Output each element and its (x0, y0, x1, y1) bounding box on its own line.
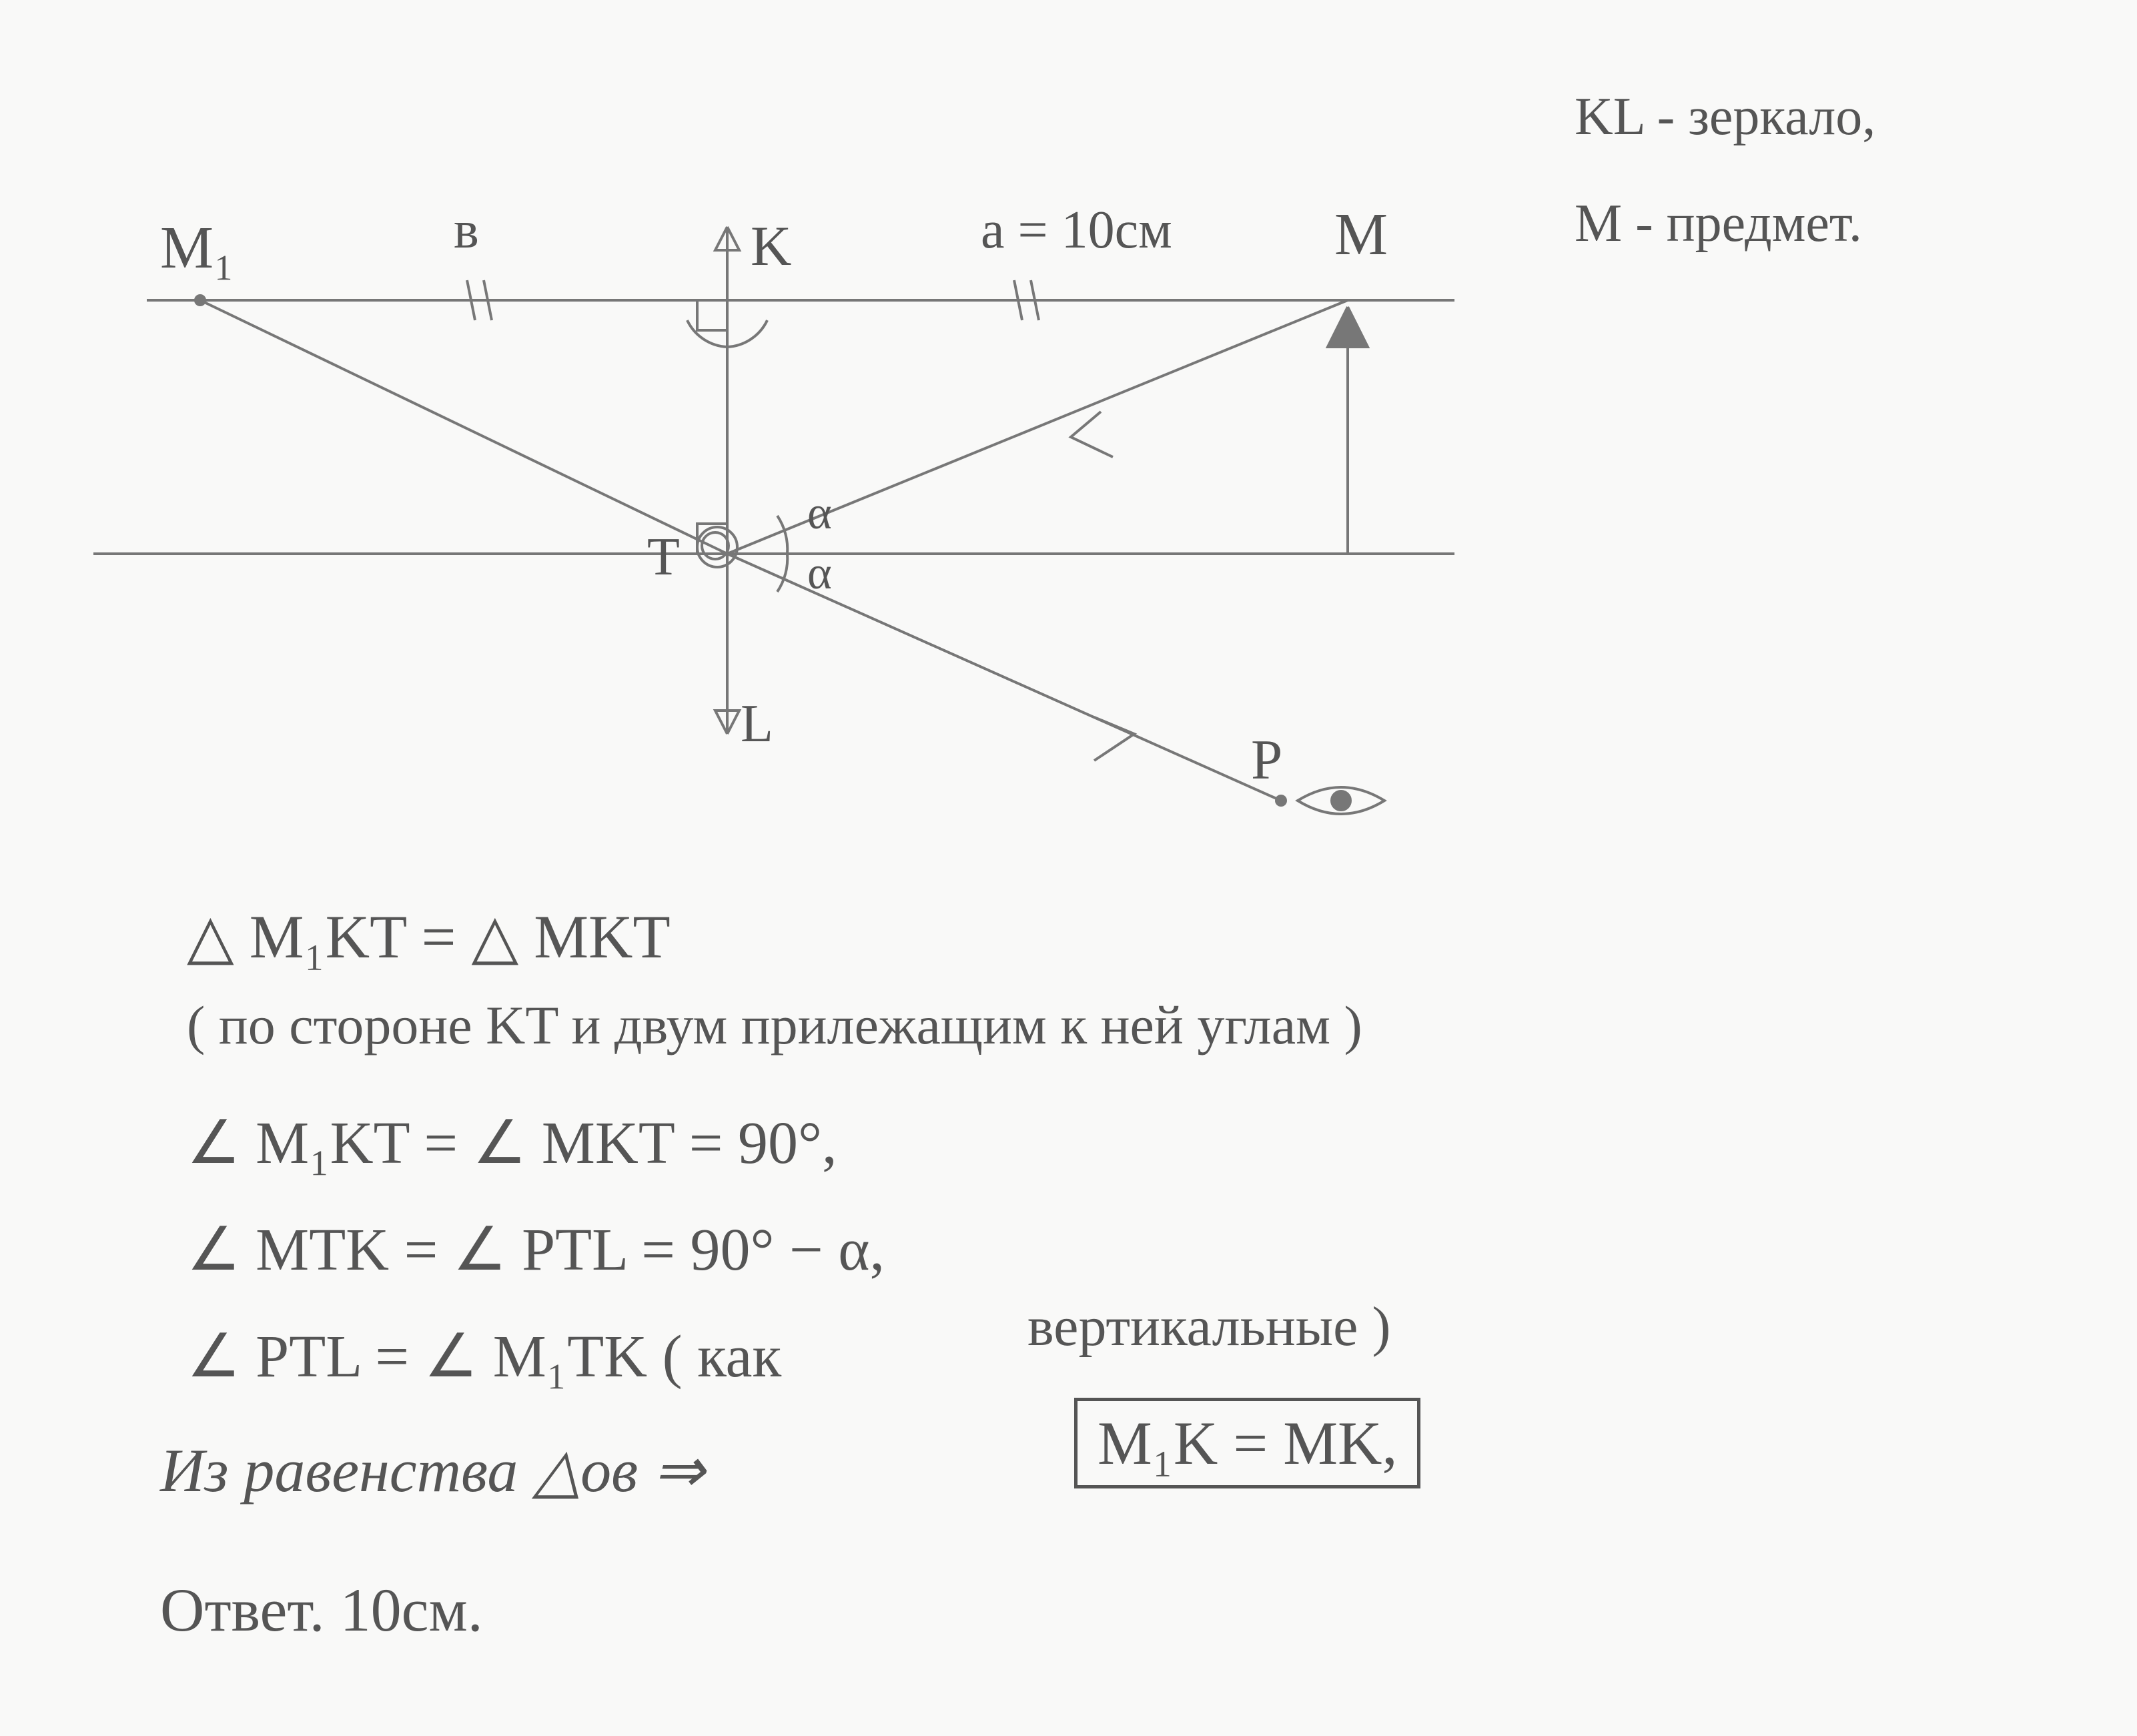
label-alpha2: α (807, 547, 832, 600)
proof-line1: △ M₁KT = △ MKT (187, 901, 671, 972)
page-root: { "legend": { "line1": "KL - зеркало,", … (0, 0, 2137, 1736)
label-p: P (1251, 727, 1282, 793)
proof-line5a: ∠ PTL = ∠ M₁TK ( как (187, 1321, 781, 1391)
proof-line7: Ответ. 10см. (160, 1575, 483, 1645)
proof-line5b: вертикальные ) (1027, 1294, 1390, 1359)
proof-line3: ∠ M₁KT = ∠ MKT = 90°, (187, 1108, 837, 1178)
proof-line6b-box: M₁K = MK, (1074, 1398, 1420, 1488)
proof-boxed-result: M₁K = MK, (1074, 1398, 1420, 1488)
proof-line4: ∠ MTK = ∠ PTL = 90° − α, (187, 1214, 885, 1284)
label-t: T (647, 527, 680, 588)
label-alpha1: α (807, 487, 832, 540)
label-a: a = 10см (981, 200, 1172, 261)
label-l: L (741, 694, 773, 755)
label-b: в (454, 200, 479, 261)
label-k: K (751, 213, 791, 279)
proof-line2: ( по стороне KT и двум прилежащим к ней … (187, 994, 1362, 1057)
label-m1: M₁ (160, 213, 234, 282)
label-m: M (1334, 200, 1388, 269)
proof-line6a: Из равенства △ов ⇒ (160, 1434, 705, 1506)
